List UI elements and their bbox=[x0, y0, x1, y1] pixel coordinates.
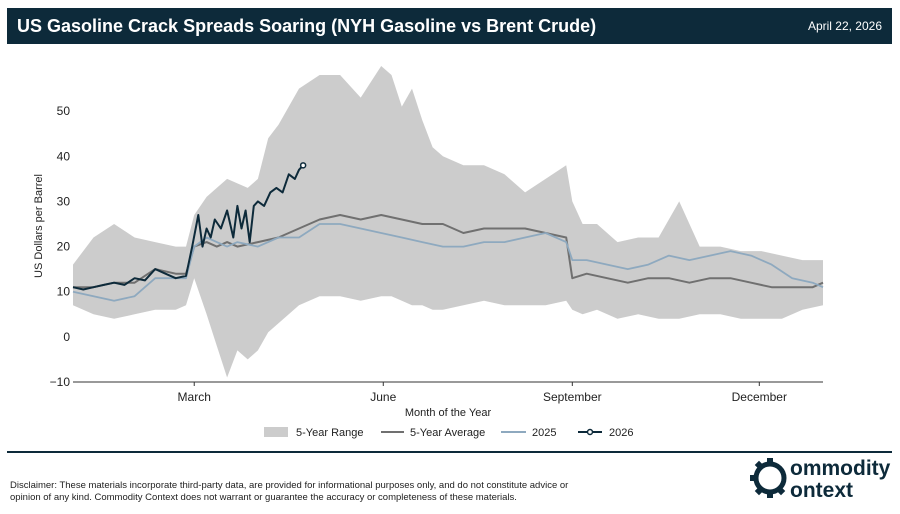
legend-swatch-range bbox=[264, 427, 288, 437]
y-axis-label: US Dollars per Barrel bbox=[33, 174, 45, 278]
chart-title: US Gasoline Crack Spreads Soaring (NYH G… bbox=[17, 16, 597, 36]
plot-area bbox=[72, 66, 824, 378]
gear-icon bbox=[750, 458, 787, 498]
y-tick-label: −10 bbox=[50, 375, 71, 389]
legend-label-2025: 2025 bbox=[532, 427, 556, 439]
header-bar: US Gasoline Crack Spreads Soaring (NYH G… bbox=[7, 8, 892, 44]
disclaimer-text: Disclaimer: These materials incorporate … bbox=[10, 480, 569, 503]
series-line-2025 bbox=[72, 223, 824, 302]
crack-spread-chart: −10 0 10 20 30 40 50 March June September Decembe… bbox=[33, 66, 824, 439]
series-line-2026 bbox=[72, 164, 304, 291]
x-tick-label: June bbox=[370, 390, 396, 404]
legend-label-average: 5-Year Average bbox=[410, 427, 485, 439]
legend-label-2026: 2026 bbox=[609, 427, 633, 439]
y-tick-label: 20 bbox=[57, 240, 71, 254]
legend: 5-Year Range 5-Year Average 2025 2026 bbox=[264, 427, 633, 439]
x-tick-label: December bbox=[732, 390, 787, 404]
chart-date: April 22, 2026 bbox=[807, 19, 882, 33]
range-band-5-year bbox=[73, 66, 823, 378]
logo-text-line2: ontext bbox=[790, 479, 853, 502]
x-tick-label: March bbox=[178, 390, 211, 404]
y-tick-label: 10 bbox=[57, 285, 71, 299]
x-tick-label: September bbox=[543, 390, 602, 404]
x-axis-ticks: March June September December bbox=[178, 382, 787, 404]
y-tick-label: 0 bbox=[63, 330, 70, 344]
footer-divider bbox=[7, 451, 892, 453]
logo-text-line1: ommodity bbox=[790, 457, 891, 480]
legend-label-range: 5-Year Range bbox=[296, 427, 363, 439]
x-axis-label: Month of the Year bbox=[405, 407, 492, 419]
series-2026-last-point bbox=[299, 162, 307, 169]
y-tick-label: 30 bbox=[57, 194, 71, 208]
y-tick-label: 50 bbox=[57, 104, 71, 118]
y-axis-ticks: −10 0 10 20 30 40 50 bbox=[50, 104, 71, 389]
legend-marker-2026 bbox=[586, 428, 594, 436]
commodity-context-logo: ommodity ontext bbox=[750, 457, 891, 502]
y-tick-label: 40 bbox=[57, 149, 71, 163]
